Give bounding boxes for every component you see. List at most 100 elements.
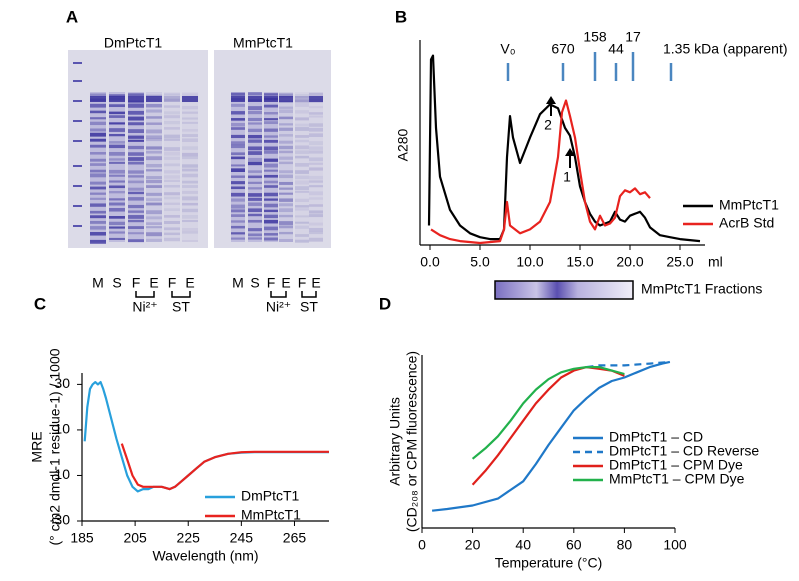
- gel-band: [90, 93, 106, 97]
- y-tick-label: 30: [54, 375, 70, 391]
- gel-band: [182, 111, 198, 114]
- annotation-label: 2: [544, 117, 552, 133]
- gel-band: [164, 134, 180, 139]
- gel-band: [231, 209, 245, 213]
- gel-band: [264, 121, 278, 125]
- gel-band: [248, 237, 262, 240]
- gel-band: [164, 121, 180, 125]
- gel-band: [128, 232, 144, 235]
- gel-band: [309, 185, 323, 188]
- gel-band: [128, 161, 144, 165]
- gel-band: [264, 135, 278, 138]
- x-tick-label: 10.0: [516, 254, 543, 270]
- gel-band: [309, 191, 323, 196]
- gel-band: [164, 232, 180, 236]
- gel-band: [146, 135, 162, 140]
- gel-band: [295, 145, 309, 150]
- gel-band: [248, 193, 262, 197]
- gel-band: [128, 187, 144, 191]
- gel-lane: [109, 92, 125, 242]
- gel-band: [146, 96, 162, 102]
- gel-band: [146, 216, 162, 220]
- gel-band: [90, 132, 106, 137]
- gel-band: [295, 221, 309, 224]
- gel-band: [164, 175, 180, 179]
- gel-band: [248, 181, 262, 184]
- lane-label: S: [250, 275, 259, 291]
- gel-band: [279, 134, 293, 137]
- gel-band: [309, 222, 323, 226]
- gel-band: [279, 192, 293, 195]
- gel-band: [248, 139, 262, 143]
- gel-band: [109, 169, 125, 174]
- gel-band: [248, 219, 262, 223]
- gel-band: [128, 116, 144, 121]
- marker-label: V₀: [500, 41, 515, 57]
- gel-band: [264, 158, 278, 162]
- gel-band: [109, 231, 125, 234]
- lane-label: M: [232, 275, 244, 291]
- gel-band: [128, 191, 144, 195]
- gel-band: [295, 103, 309, 107]
- gel-title: DmPtcT1: [104, 35, 163, 51]
- gel-band: [264, 214, 278, 219]
- x-tick-label: 245: [230, 530, 254, 546]
- gel-band: [295, 127, 309, 131]
- gel-band: [146, 122, 162, 125]
- gel-band: [231, 152, 245, 156]
- gel-band: [109, 96, 125, 102]
- gel-band: [109, 122, 125, 125]
- marker-label: 1.35 kDa (apparent): [663, 41, 788, 57]
- arrow-head: [565, 148, 575, 156]
- gel-band: [248, 197, 262, 201]
- gel-band: [146, 226, 162, 229]
- gel-band: [109, 226, 125, 229]
- gel-band: [279, 156, 293, 160]
- gel-band: [164, 156, 180, 160]
- gel-band: [128, 180, 144, 184]
- y-axis-label: MRE: [29, 431, 45, 462]
- gel-band: [279, 140, 293, 144]
- gel-band: [231, 103, 245, 107]
- gel-band: [182, 121, 198, 124]
- gel-band: [264, 209, 278, 213]
- gel-band: [164, 184, 180, 188]
- gel-band: [279, 231, 293, 235]
- gel-band: [128, 93, 144, 97]
- gel-band: [164, 96, 180, 102]
- lane-label: E: [311, 275, 320, 291]
- gel-band: [279, 96, 293, 102]
- gel-band: [90, 173, 106, 178]
- gel-band: [128, 122, 144, 126]
- legend-label: AcrB Std: [719, 215, 774, 231]
- data-line: [431, 360, 671, 512]
- gel-band: [309, 227, 323, 232]
- gel-band: [295, 215, 309, 218]
- gel-band: [248, 175, 262, 179]
- gel-band: [146, 150, 162, 154]
- gel-band: [109, 158, 125, 161]
- gel-band: [309, 106, 323, 109]
- y-axis-label: (CD₂₀₈ or CPM fluorescence): [404, 351, 420, 532]
- gel-band: [128, 100, 144, 104]
- gel-band: [309, 180, 323, 183]
- gel-band: [295, 110, 309, 114]
- gel-band: [146, 116, 162, 119]
- gel-band: [248, 208, 262, 213]
- gel-band: [146, 180, 162, 184]
- x-tick-label: 0: [418, 537, 426, 553]
- gel-band: [279, 145, 293, 150]
- gel-lane: [248, 92, 262, 242]
- gel-band: [231, 204, 245, 209]
- data-line: [427, 54, 701, 243]
- gel-band: [309, 237, 323, 242]
- gel-band: [264, 237, 278, 241]
- gel-band: [295, 205, 309, 208]
- strip-label: MmPtcT1 Fractions: [641, 281, 762, 297]
- gel-band: [146, 232, 162, 237]
- x-tick-label: 205: [123, 530, 147, 546]
- gel-band: [309, 167, 323, 171]
- gel-band: [109, 115, 125, 118]
- gel-band: [279, 106, 293, 109]
- gel-band: [90, 103, 106, 108]
